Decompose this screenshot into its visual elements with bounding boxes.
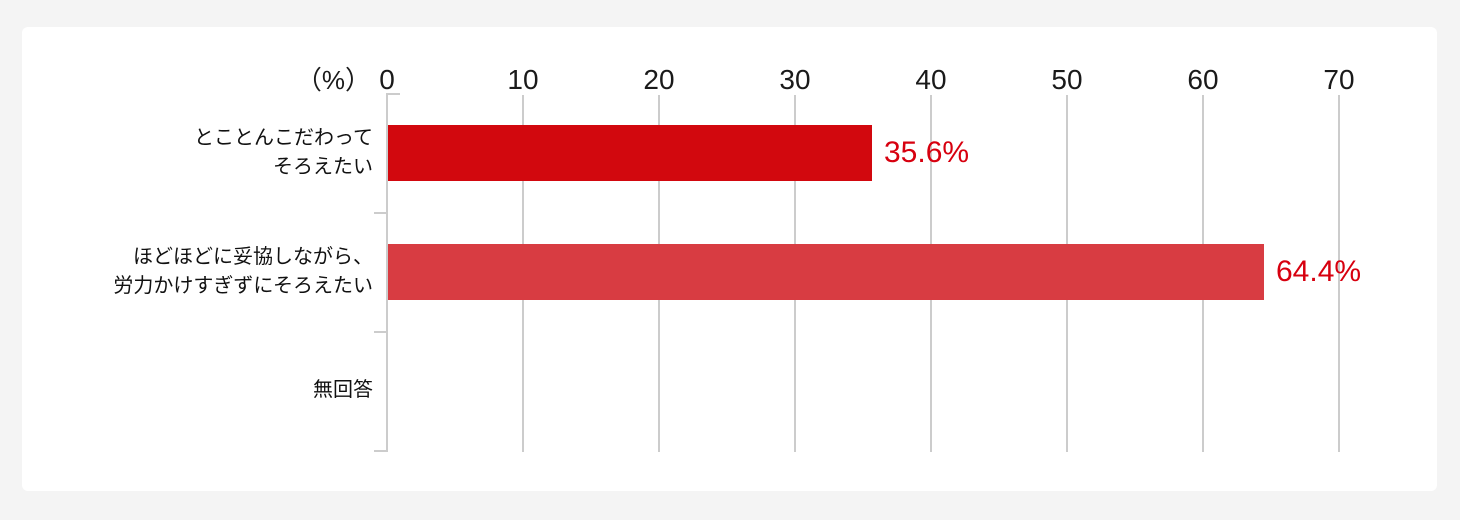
x-tick-label: 70 <box>1323 64 1355 95</box>
x-tick-label: 20 <box>643 64 675 95</box>
category-label: とことんこだわって そろえたい <box>194 126 373 178</box>
bar-value-label: 35.6% <box>884 136 970 169</box>
bar <box>388 244 1264 300</box>
category-axis-tick <box>388 93 400 95</box>
gridline <box>1338 95 1340 452</box>
category-axis-tick <box>374 212 386 214</box>
category-label: ほどほどに妥協しながら、 労力かけすぎずにそろえたい <box>113 245 373 297</box>
x-tick-label: 30 <box>779 64 811 95</box>
x-tick-label: 0 <box>379 64 395 95</box>
x-tick-label: 10 <box>507 64 539 95</box>
bar-value-label: 64.4% <box>1276 255 1362 288</box>
category-label: 無回答 <box>313 379 373 401</box>
x-tick-label: 60 <box>1187 64 1219 95</box>
bar <box>388 125 872 181</box>
category-axis-line <box>386 93 388 452</box>
x-axis-unit-label: （%） <box>295 65 371 95</box>
category-axis-tick <box>374 450 386 452</box>
x-tick-label: 40 <box>915 64 947 95</box>
chart-card: （%） 0 10 20 30 40 50 60 70 とことんこだわって そろえたい 35.6%… <box>22 27 1437 491</box>
category-axis-tick <box>374 331 386 333</box>
x-tick-label: 50 <box>1051 64 1083 95</box>
